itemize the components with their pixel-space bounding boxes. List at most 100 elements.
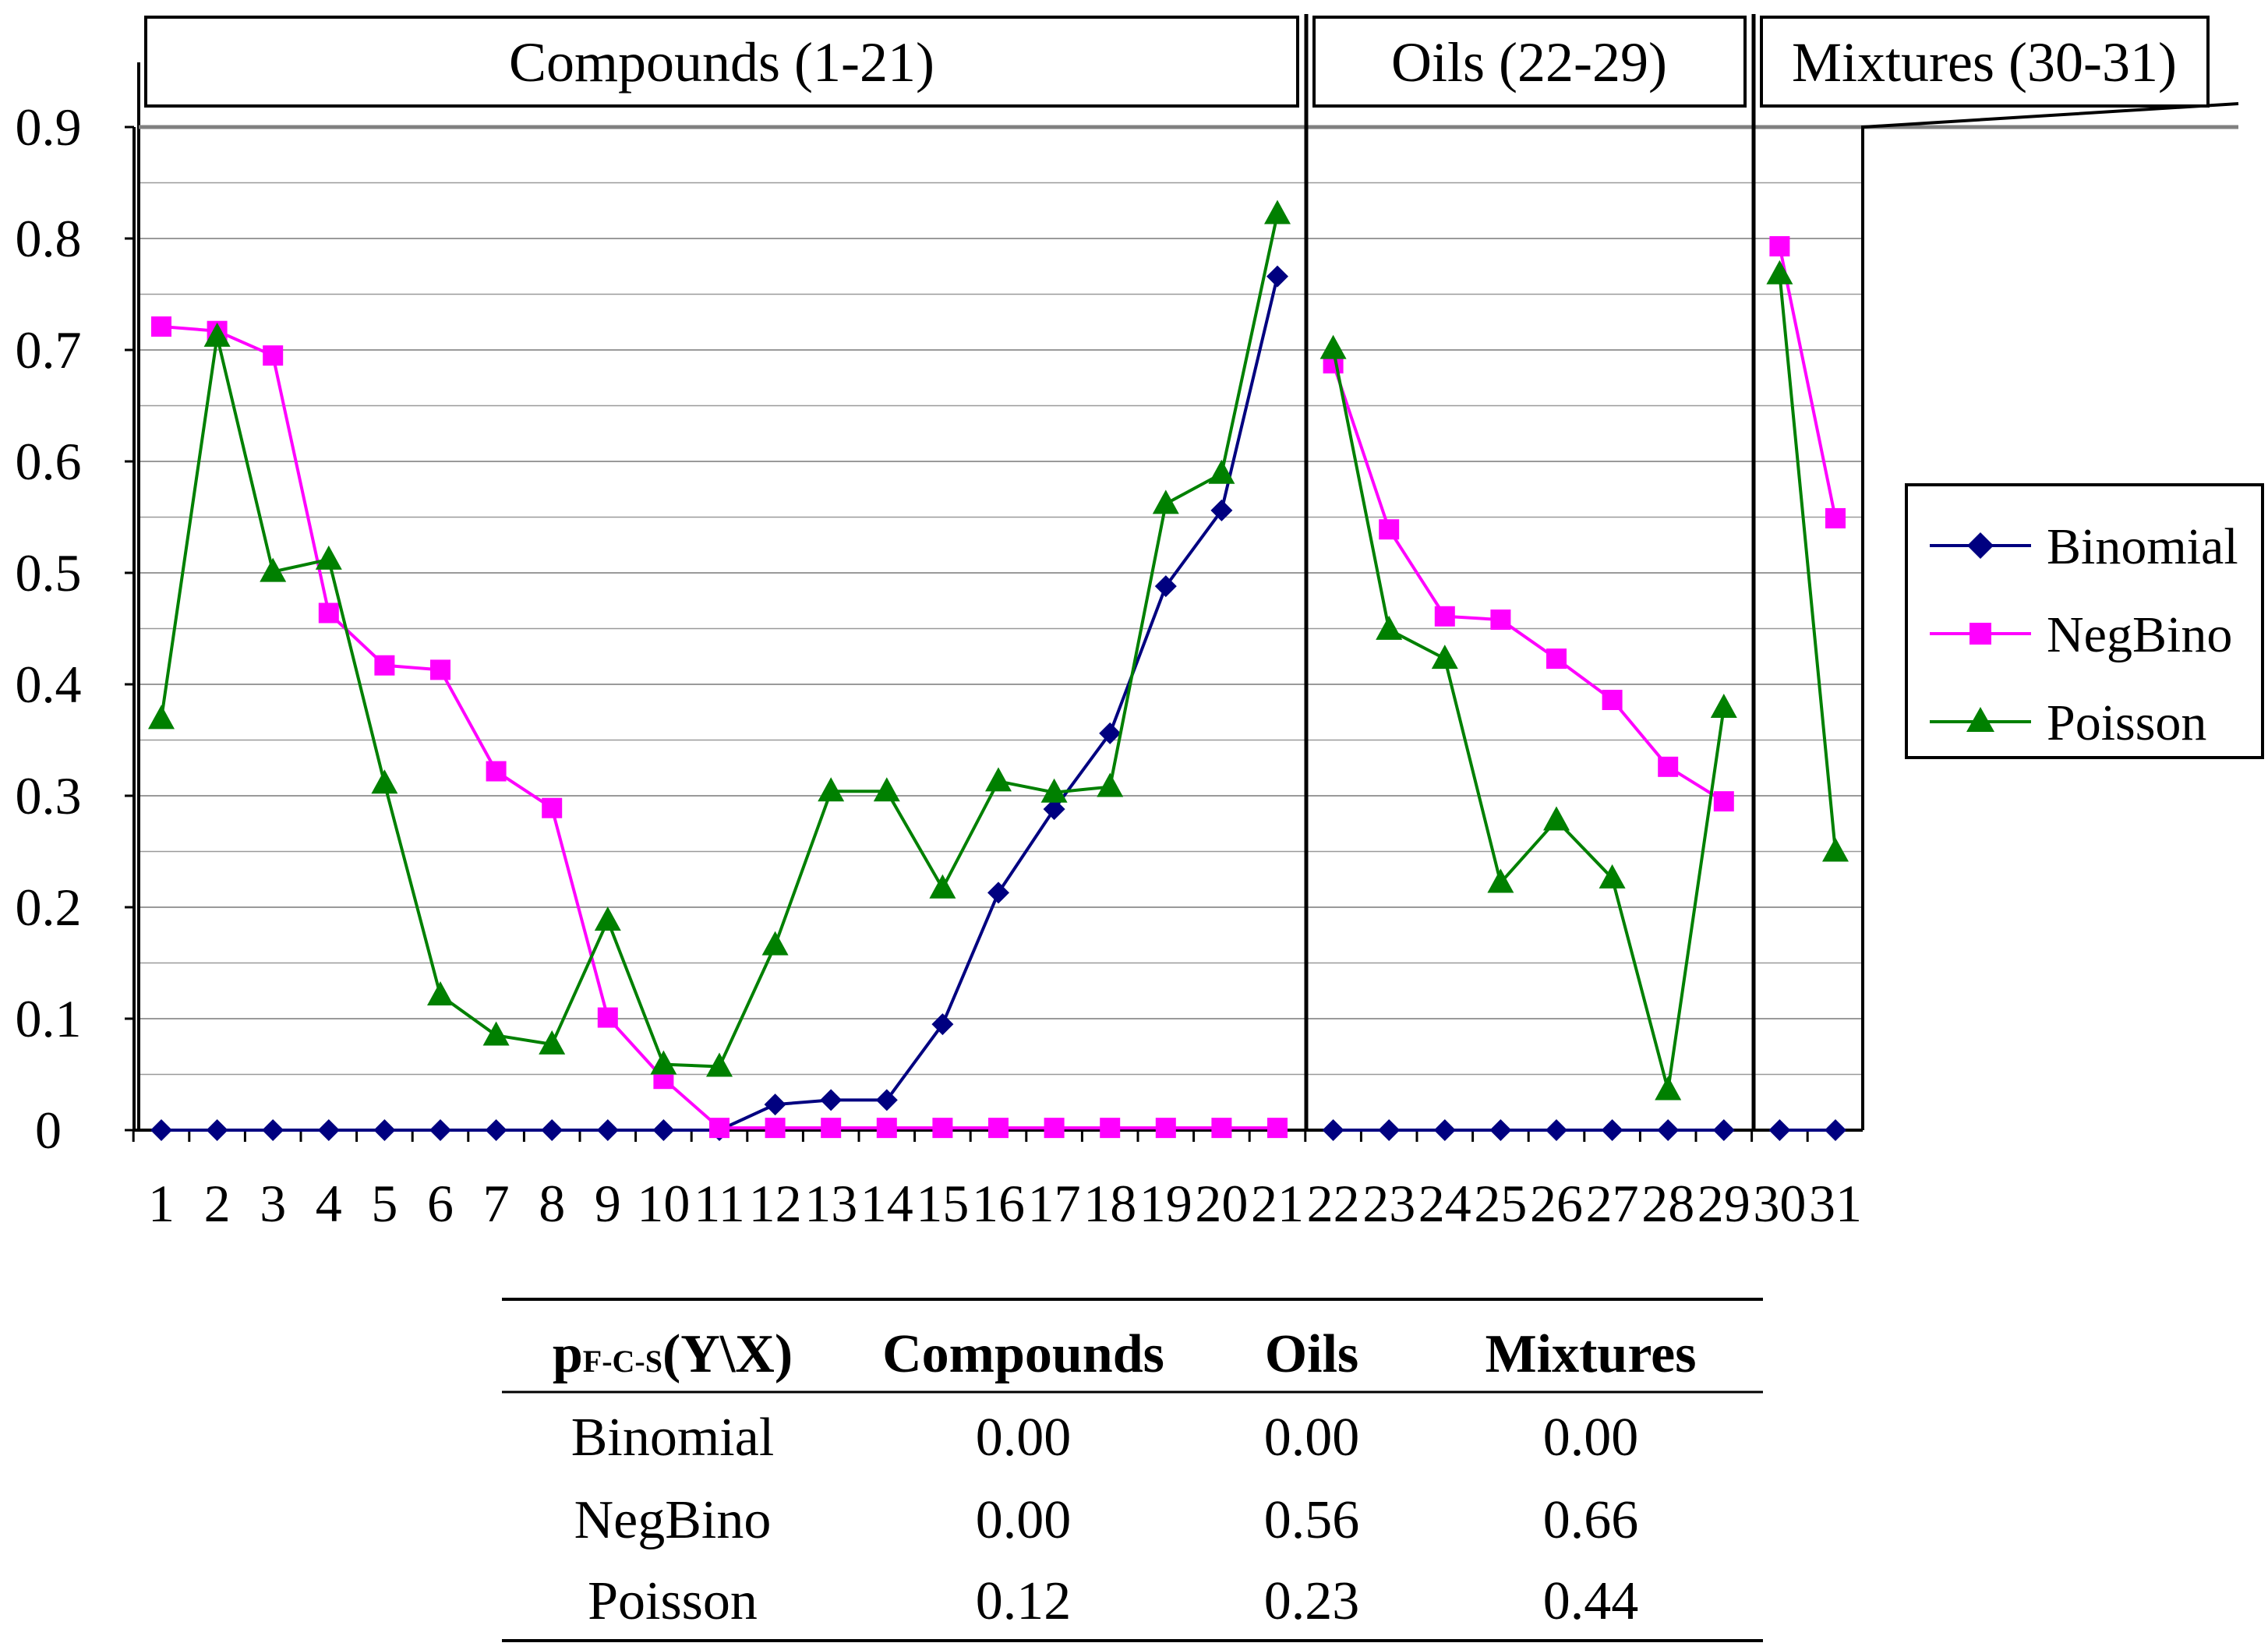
poisson-point <box>818 777 845 802</box>
negbino-point <box>988 1118 1009 1139</box>
plot-right-wall <box>1861 102 2239 1130</box>
binomial-point <box>1433 1119 1456 1141</box>
negbino-point <box>1267 1118 1288 1139</box>
table-header-statistic: pF-C-S(Y\X) <box>553 1324 793 1384</box>
poisson-point <box>371 769 398 794</box>
poisson-point <box>203 322 231 347</box>
binomial-point <box>1099 722 1122 744</box>
poisson-point <box>1710 694 1737 719</box>
negbino-line <box>1778 246 1837 519</box>
negbino-point <box>374 655 395 676</box>
x-tick-label: 31 <box>1809 1174 1862 1233</box>
poisson-point <box>1431 645 1458 670</box>
x-tick-label: 16 <box>972 1174 1025 1233</box>
poisson-point <box>650 1050 677 1075</box>
table-cell: 0.12 <box>976 1571 1072 1631</box>
group-label-oils: Oils (22-29) <box>1391 31 1667 94</box>
binomial-point <box>1825 1119 1846 1141</box>
legend-marker-binomial <box>1967 532 1994 559</box>
table-cell: 0.00 <box>1264 1408 1360 1468</box>
series-poisson <box>148 200 1849 1101</box>
binomial-point <box>820 1089 843 1111</box>
legend-marker-negbino <box>1969 623 1991 645</box>
negbino-point <box>1825 507 1846 528</box>
binomial-point <box>1378 1119 1401 1141</box>
x-tick-label: 5 <box>371 1174 397 1233</box>
y-tick-label: 0.3 <box>16 766 82 825</box>
y-tick-label: 0.9 <box>16 97 82 157</box>
negbino-point <box>1044 1118 1065 1139</box>
legend-box <box>1905 483 2264 759</box>
poisson-point <box>1208 459 1235 484</box>
y-tick-label: 0.7 <box>16 320 82 380</box>
gridlines <box>139 182 1863 1076</box>
poisson-line <box>1778 274 1837 852</box>
x-tick-label: 17 <box>1028 1174 1081 1233</box>
poisson-point <box>1543 806 1570 831</box>
negbino-point <box>1434 606 1455 627</box>
group-header-mixtures: Mixtures (30-31) <box>1760 16 2210 108</box>
x-tick-label: 28 <box>1641 1174 1694 1233</box>
binomial-point <box>1489 1119 1512 1141</box>
negbino-point <box>1713 791 1734 812</box>
binomial-point <box>1601 1119 1623 1141</box>
negbino-point <box>1546 648 1567 670</box>
poisson-point <box>1487 868 1514 893</box>
legend-label-binomial: Binomial <box>2047 518 2238 575</box>
poisson-line <box>160 214 1279 1069</box>
poisson-point <box>1599 864 1626 889</box>
binomial-point <box>429 1119 451 1141</box>
binomial-line <box>161 276 1279 1132</box>
table-row-label: NegBino <box>574 1490 772 1550</box>
table-header-compounds: Compounds <box>882 1324 1164 1384</box>
binomial-point <box>317 1119 340 1141</box>
x-tick-label: 15 <box>916 1174 969 1233</box>
negbino-line <box>1331 362 1725 803</box>
x-tick-label: 21 <box>1251 1174 1304 1233</box>
table-header-mixtures: Mixtures <box>1486 1324 1697 1384</box>
poisson-point <box>315 545 342 570</box>
x-tick-label: 10 <box>637 1174 690 1233</box>
table-cell: 0.44 <box>1543 1571 1639 1631</box>
poisson-point <box>427 980 454 1005</box>
y-tick-label: 0.5 <box>16 543 82 602</box>
binomial-point <box>875 1089 898 1111</box>
x-tick-label: 9 <box>595 1174 621 1233</box>
legend-marker-poisson <box>1966 707 1994 732</box>
binomial-point <box>1043 798 1065 821</box>
group-label-compounds: Compounds (1-21) <box>509 31 934 94</box>
group-label-mixtures: Mixtures (30-31) <box>1792 31 2177 94</box>
binomial-point <box>262 1119 284 1141</box>
table-row-label: Binomial <box>571 1408 775 1468</box>
poisson-point <box>594 906 621 931</box>
legend-label-poisson: Poisson <box>2047 694 2206 751</box>
x-tick-label: 30 <box>1753 1174 1806 1233</box>
x-tick-label: 4 <box>316 1174 342 1233</box>
poisson-point <box>148 705 175 730</box>
binomial-point <box>1768 1119 1791 1141</box>
x-tick-label: 11 <box>694 1174 744 1233</box>
x-tick-label: 29 <box>1697 1174 1750 1233</box>
poisson-point <box>1822 837 1849 862</box>
poisson-point <box>1319 334 1347 359</box>
series-layer <box>148 200 1849 1141</box>
negbino-point <box>1155 1118 1176 1139</box>
table-header-subscript: F-C-S <box>583 1344 662 1379</box>
x-tick-label: 24 <box>1418 1174 1471 1233</box>
group-header-oils: Oils (22-29) <box>1312 16 1747 108</box>
x-tick-label: 12 <box>749 1174 802 1233</box>
table-cell: 0.56 <box>1264 1490 1360 1550</box>
binomial-point <box>541 1119 563 1141</box>
poisson-line <box>1331 348 1726 1092</box>
x-tick-label: 22 <box>1307 1174 1360 1233</box>
x-tick-label: 7 <box>483 1174 510 1233</box>
x-tick-label: 25 <box>1474 1174 1527 1233</box>
binomial-point <box>485 1119 507 1141</box>
negbino-point <box>263 345 284 366</box>
negbino-point <box>486 761 507 782</box>
poisson-point <box>929 874 956 899</box>
table-cell: 0.00 <box>976 1408 1072 1468</box>
binomial-point <box>1657 1119 1680 1141</box>
negbino-point <box>876 1118 897 1139</box>
poisson-point <box>1766 260 1793 284</box>
